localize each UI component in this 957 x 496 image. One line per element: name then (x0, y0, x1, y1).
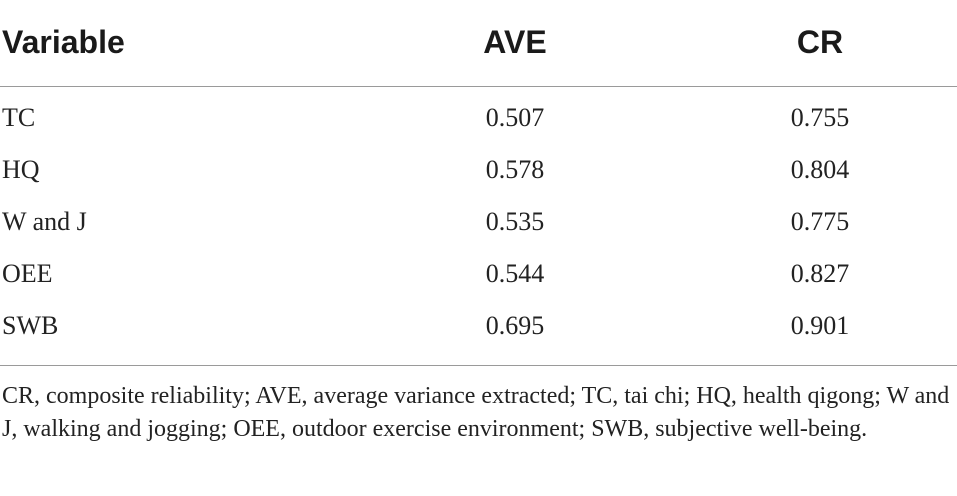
cell-ave: 0.578 (485, 155, 545, 184)
cell-variable: W and J (2, 207, 87, 236)
cell-cr: 0.755 (790, 103, 850, 132)
cell-ave: 0.507 (485, 103, 545, 132)
cell-cr: 0.775 (790, 207, 850, 236)
table-header-row: Variable AVE CR (0, 0, 957, 87)
table-body: TC 0.507 0.755 HQ 0.578 0.804 W and J 0.… (0, 87, 957, 366)
header-cr: CR (796, 24, 844, 60)
table-row: HQ 0.578 0.804 (0, 147, 957, 199)
cell-variable: SWB (2, 311, 59, 340)
cell-variable: TC (2, 103, 36, 132)
table-row: TC 0.507 0.755 (0, 95, 957, 147)
cell-ave: 0.695 (485, 311, 545, 340)
table-footnote: CR, composite reliability; AVE, average … (2, 383, 950, 442)
table-row: OEE 0.544 0.827 (0, 251, 957, 303)
data-table: Variable AVE CR TC 0.507 0.755 HQ 0.578 … (0, 0, 957, 442)
header-variable: Variable (2, 24, 125, 60)
cell-variable: OEE (2, 259, 53, 288)
cell-cr: 0.901 (790, 311, 850, 340)
cell-ave: 0.544 (485, 259, 545, 288)
table-row: SWB 0.695 0.901 (0, 303, 957, 355)
cell-variable: HQ (2, 155, 40, 184)
cell-cr: 0.804 (790, 155, 850, 184)
header-ave: AVE (483, 24, 547, 60)
cell-cr: 0.827 (790, 259, 850, 288)
table-row: W and J 0.535 0.775 (0, 199, 957, 251)
cell-ave: 0.535 (485, 207, 545, 236)
